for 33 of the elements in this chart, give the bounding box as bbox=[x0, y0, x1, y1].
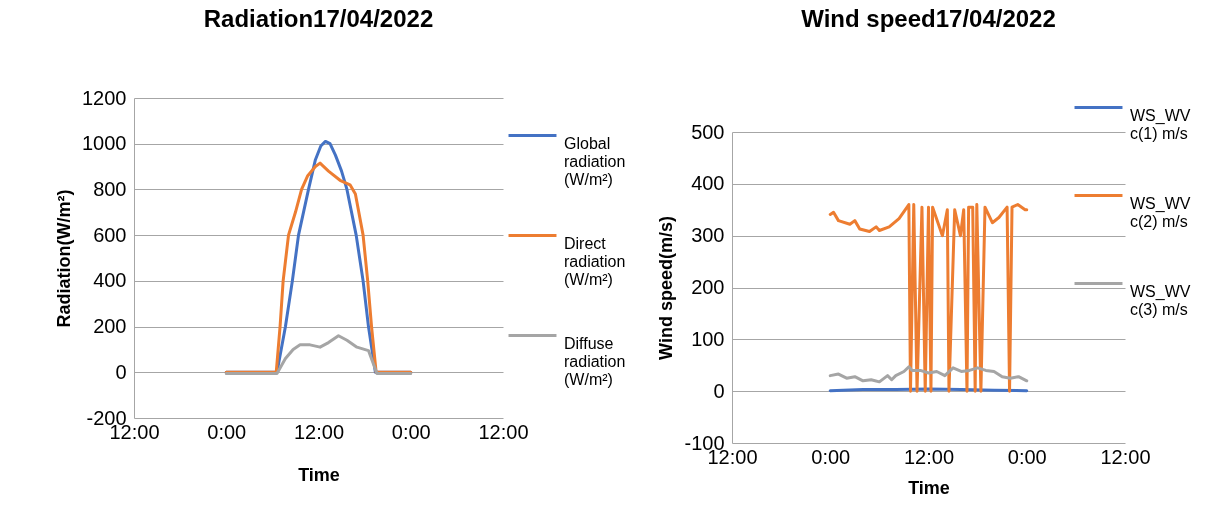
chart-title: Wind speed17/04/2022 bbox=[801, 5, 1056, 32]
x-axis-title: Time bbox=[298, 464, 340, 485]
legend-label: WS_WV c(1) m/s bbox=[1130, 106, 1191, 142]
legend-label: WS_WV c(2) m/s bbox=[1130, 194, 1191, 230]
x-axis-title: Time bbox=[908, 477, 950, 498]
y-tick-label: 800 bbox=[93, 177, 127, 200]
y-tick-label: 400 bbox=[93, 269, 127, 292]
x-tick-label: 0:00 bbox=[1007, 445, 1047, 468]
x-tick-label: 12:00 bbox=[293, 420, 345, 443]
y-tick-label: 200 bbox=[691, 276, 725, 298]
x-tick-label: 0:00 bbox=[207, 420, 247, 443]
legend-label: Diffuse radiation (W/m²) bbox=[564, 334, 626, 388]
y-tick-label: 100 bbox=[691, 327, 725, 350]
y-tick-label: 300 bbox=[691, 224, 725, 247]
y-tick-label: 600 bbox=[93, 223, 127, 246]
x-tick-label: 12:00 bbox=[478, 420, 529, 443]
y-tick-label: 0 bbox=[115, 360, 127, 383]
legend-label: Direct radiation (W/m²) bbox=[564, 234, 626, 288]
y-axis-title: Wind speed(m/s) bbox=[656, 216, 677, 360]
x-tick-label: 0:00 bbox=[811, 445, 851, 468]
x-tick-label: 12:00 bbox=[1100, 445, 1151, 468]
y-axis-title: Radiation(W/m²) bbox=[54, 189, 75, 328]
x-tick-label: 12:00 bbox=[903, 445, 955, 468]
x-tick-label: 0:00 bbox=[391, 420, 431, 443]
y-tick-label: 1000 bbox=[82, 132, 127, 155]
y-tick-label: 400 bbox=[691, 172, 725, 195]
y-tick-label: 500 bbox=[691, 120, 725, 143]
chart-title: Radiation17/04/2022 bbox=[203, 5, 434, 32]
legend-label: WS_WV c(3) m/s bbox=[1130, 282, 1191, 318]
legend-label: Global radiation (W/m²) bbox=[564, 134, 626, 188]
y-tick-label: 200 bbox=[93, 315, 127, 338]
y-tick-label: 0 bbox=[713, 379, 725, 402]
y-tick-label: 1200 bbox=[82, 86, 127, 109]
